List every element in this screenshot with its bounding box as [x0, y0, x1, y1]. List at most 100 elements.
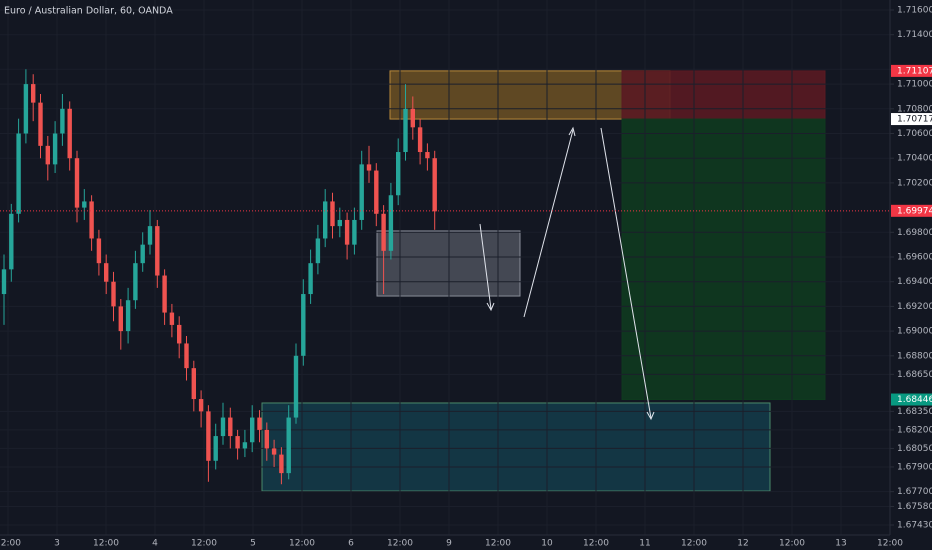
- y-tick-label: 1.71400: [897, 30, 932, 40]
- arrow-head: [486, 302, 495, 312]
- candle-body: [213, 436, 218, 461]
- y-tick-label: 1.70200: [897, 178, 932, 188]
- candle-body: [352, 219, 357, 245]
- candle-body: [191, 368, 196, 400]
- candle-body: [147, 226, 153, 245]
- price-label: 1.71107: [897, 66, 932, 76]
- candle-body: [301, 294, 306, 356]
- candle-body: [31, 84, 36, 103]
- candle-body: [425, 152, 430, 159]
- candle-body: [89, 201, 94, 239]
- candle-body: [286, 417, 291, 474]
- y-tick-label: 1.69200: [897, 302, 932, 312]
- price-label-box: [891, 113, 932, 126]
- candle-body: [162, 275, 167, 313]
- x-tick-label: 12:00: [93, 539, 119, 549]
- candle-body: [250, 417, 255, 443]
- arrows: [479, 126, 655, 421]
- x-tick-label: 12:00: [485, 539, 511, 549]
- candle-body: [1, 269, 7, 295]
- price-label: 1.70717: [897, 115, 932, 125]
- candle-body: [111, 281, 116, 307]
- x-tick-label: 11: [639, 539, 650, 549]
- x-tick-label: 9: [446, 539, 452, 549]
- y-tick-label: 1.71000: [897, 80, 932, 90]
- candle-body: [344, 219, 350, 245]
- candle-body: [67, 108, 72, 159]
- x-tick-label: 5: [250, 539, 256, 549]
- candle-body: [206, 411, 211, 461]
- y-tick-label: 1.69400: [897, 277, 932, 287]
- x-tick-label: 3: [54, 539, 60, 549]
- candle-body: [220, 417, 226, 437]
- arrow-head: [568, 126, 576, 137]
- candle-body: [417, 127, 423, 153]
- y-tick-label: 1.69600: [897, 253, 932, 263]
- y-tick-label: 1.67430: [897, 520, 932, 530]
- x-tick-label: 13: [835, 539, 846, 549]
- candle-body: [330, 201, 335, 227]
- x-tick-label: 12:00: [779, 539, 805, 549]
- candle-body: [388, 195, 394, 251]
- x-tick-label: 12:00: [583, 539, 609, 549]
- y-tick-label: 1.71600: [897, 6, 932, 16]
- y-tick-label: 1.68650: [897, 370, 932, 380]
- price-axis: [890, 0, 932, 550]
- price-label: 1.68446: [897, 395, 932, 405]
- candle-body: [337, 219, 342, 227]
- candle-body: [23, 84, 29, 134]
- candle-body: [374, 170, 379, 214]
- axis: 1.716001.714001.711201.710001.708001.706…: [0, 6, 932, 549]
- grid: [0, 0, 890, 535]
- candle-body: [155, 226, 160, 276]
- candles: [1, 69, 437, 485]
- zone: [261, 402, 771, 492]
- zones: [261, 70, 826, 492]
- x-tick-label: 12: [737, 539, 748, 549]
- candle-body: [242, 442, 248, 449]
- candle-body: [74, 158, 80, 208]
- candle-body: [60, 108, 65, 134]
- candle-body: [403, 108, 408, 153]
- candle-body: [104, 263, 109, 282]
- x-tick-label: 12:00: [289, 539, 315, 549]
- candle-body: [82, 201, 87, 208]
- x-tick-label: 6: [348, 539, 354, 549]
- arrow: [600, 127, 652, 419]
- candle-body: [257, 417, 262, 430]
- candle-body: [279, 454, 284, 474]
- candle-body: [140, 244, 145, 264]
- price-label-box: [891, 204, 932, 217]
- zone: [621, 70, 826, 120]
- x-tick-label: 4: [152, 539, 158, 549]
- candle-body: [323, 201, 328, 239]
- candle-body: [45, 145, 50, 165]
- y-tick-label: 1.69000: [897, 327, 932, 337]
- candle-body: [308, 263, 313, 295]
- x-tick-label: 10: [541, 539, 553, 549]
- y-tick-label: 1.70800: [897, 104, 932, 114]
- candle-body: [16, 133, 21, 214]
- x-tick-label: 12:00: [681, 539, 707, 549]
- candle-body: [184, 343, 189, 369]
- candle-body: [264, 429, 269, 449]
- arrow: [523, 129, 574, 318]
- candle-body: [9, 213, 14, 270]
- candle-body: [169, 312, 175, 325]
- candle-body: [38, 102, 43, 146]
- candle-body: [177, 324, 182, 344]
- candle-body: [96, 238, 102, 264]
- y-tick-label: 1.68800: [897, 351, 932, 361]
- y-tick-label: 1.67900: [897, 462, 932, 472]
- x-tick-label: 12:00: [0, 539, 21, 549]
- candle-body: [235, 436, 240, 449]
- y-tick-label: 1.70400: [897, 154, 932, 164]
- chart-title: Euro / Australian Dollar, 60, OANDA: [4, 6, 173, 17]
- y-tick-label: 1.68200: [897, 425, 932, 435]
- y-tick-label: 1.70600: [897, 129, 932, 139]
- candle-body: [381, 213, 386, 251]
- y-tick-label: 1.69800: [897, 228, 932, 238]
- price-label: 1.69974: [897, 206, 932, 216]
- candle-body: [52, 133, 58, 165]
